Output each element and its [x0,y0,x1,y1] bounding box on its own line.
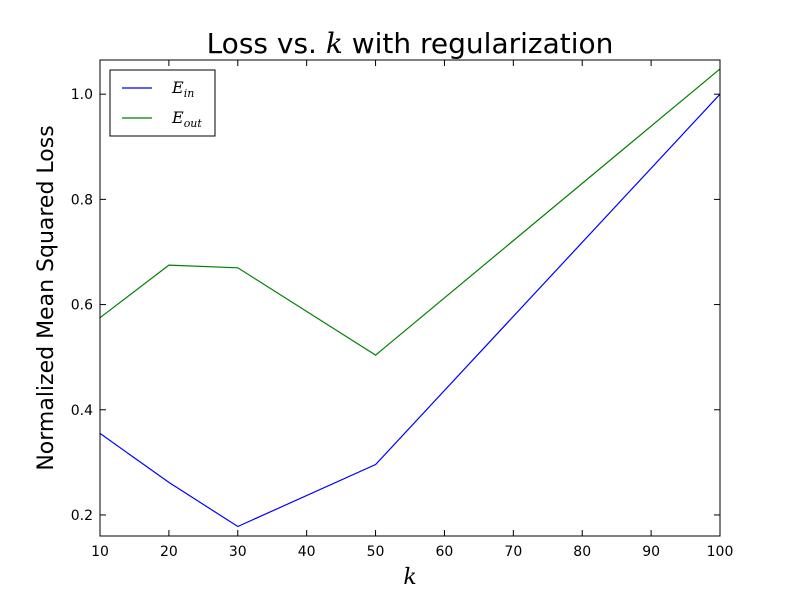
series-line-ein [99,93,721,528]
x-axis-label: k [403,565,416,590]
legend-box [109,69,216,137]
x-tick-labels: 10 20 30 40 50 60 70 80 90 100 [91,544,733,560]
legend-entry-ein: Ein [171,78,194,100]
legend-entry-ein-sub: in [184,87,195,100]
legend-entry-eout-base: E [171,108,184,127]
chart-title-suffix: with regularization [343,27,614,60]
x-tick-label: 60 [436,544,454,560]
y-tick-label: 0.4 [71,403,93,419]
x-tick-label: 90 [642,544,660,560]
plot-frame [99,59,721,537]
y-tick-label: 0.2 [71,508,93,524]
x-tick-label: 20 [160,544,178,560]
x-tick-label: 70 [504,544,522,560]
x-tick-label: 30 [229,544,247,560]
y-axis-label: Normalized Mean Squared Loss [34,125,59,470]
chart-title-prefix: Loss vs. [207,27,326,60]
y-tick-label: 0.6 [71,298,93,314]
chart-title: Loss vs. k with regularization [207,27,614,60]
legend-entry-eout-sub: out [184,117,203,130]
series-line-eout [99,68,721,356]
x-tick-label: 10 [91,544,109,560]
legend-entry-ein-base: E [171,78,184,97]
x-tick-label: 40 [298,544,316,560]
chart-title-math: k [326,27,343,60]
x-tick-label: 50 [367,544,385,560]
legend: Ein Eout [109,69,216,137]
x-tick-label: 100 [707,544,734,560]
x-tick-label: 80 [573,544,591,560]
y-tick-label: 0.8 [71,192,93,208]
y-tick-labels: 0.2 0.4 0.6 0.8 1.0 [71,87,93,524]
series-lines [99,68,721,528]
legend-entry-eout: Eout [171,108,202,130]
y-tick-label: 1.0 [71,87,93,103]
